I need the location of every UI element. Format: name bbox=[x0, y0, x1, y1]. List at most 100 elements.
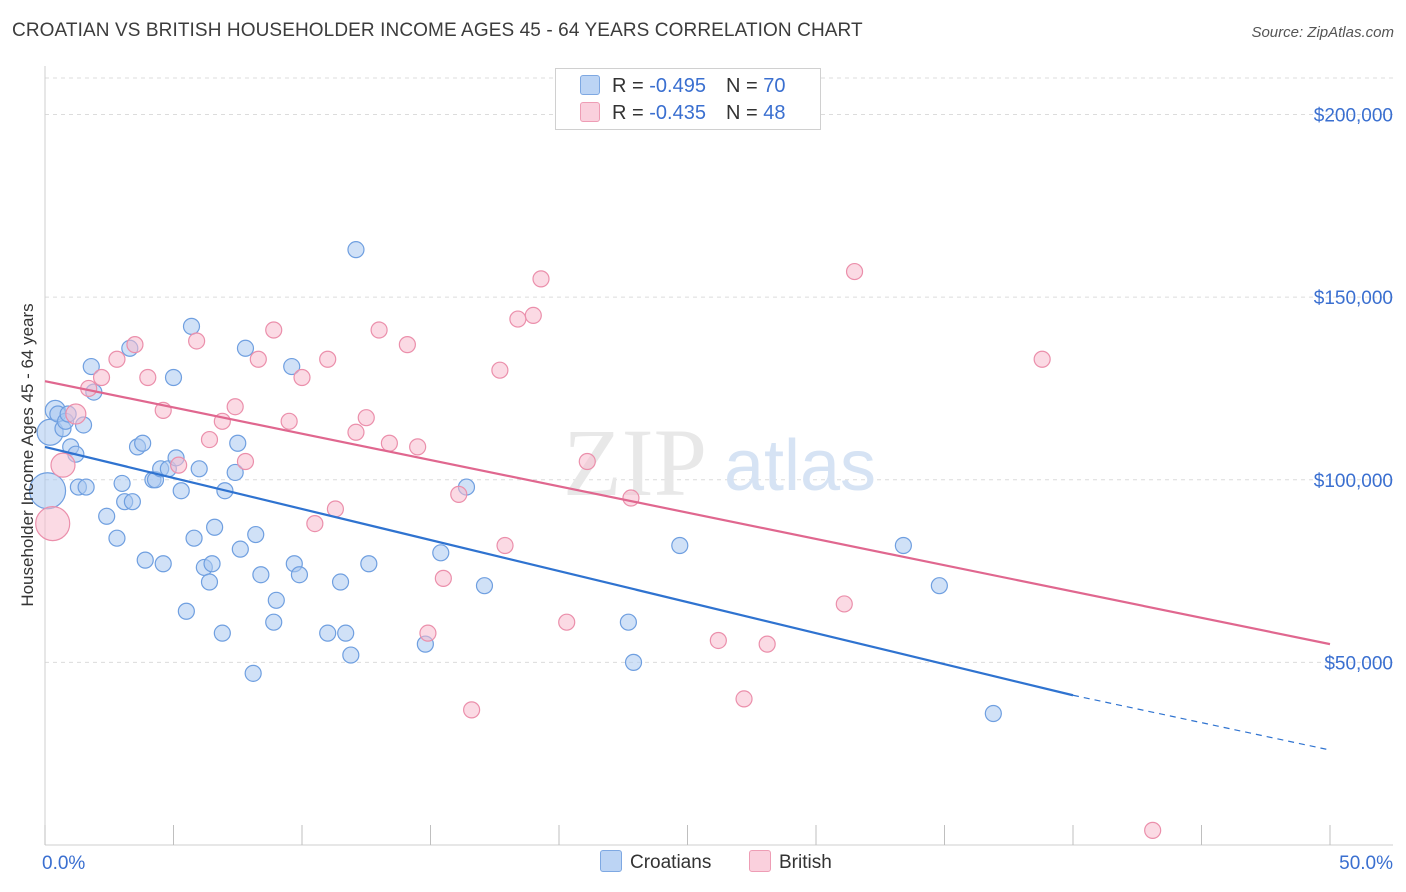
legend-r-label: R = bbox=[612, 102, 650, 124]
croatian-point bbox=[98, 507, 116, 525]
british-swatch bbox=[580, 102, 600, 122]
british-point bbox=[419, 624, 437, 642]
y-axis-title: Householder Income Ages 45 - 64 years bbox=[18, 303, 37, 607]
british-point bbox=[409, 438, 427, 456]
british-swatch bbox=[749, 850, 771, 872]
croatian-point bbox=[331, 573, 350, 591]
croatian-point bbox=[203, 555, 221, 573]
british-point bbox=[347, 423, 365, 441]
croatian-point bbox=[930, 577, 948, 595]
british-point bbox=[509, 310, 527, 328]
british-point bbox=[357, 409, 375, 427]
british-point bbox=[200, 430, 219, 449]
british-point bbox=[170, 456, 188, 474]
british-point bbox=[835, 595, 853, 613]
british-point bbox=[758, 635, 776, 653]
source-label: Source: ZipAtlas.com bbox=[1251, 24, 1394, 41]
british-point bbox=[735, 690, 753, 708]
british-point bbox=[622, 489, 640, 507]
british-point bbox=[380, 434, 398, 452]
british-point bbox=[126, 336, 144, 354]
british-point bbox=[450, 485, 468, 503]
bottom-legend-british: British bbox=[749, 850, 832, 874]
trend-lines bbox=[44, 380, 1331, 751]
british-label: British bbox=[779, 852, 832, 873]
british-point bbox=[463, 701, 481, 719]
croatian-point bbox=[475, 577, 494, 595]
british-point bbox=[249, 350, 267, 368]
british-point bbox=[709, 631, 727, 650]
croatian-point bbox=[206, 518, 224, 536]
croatians-trend-extension bbox=[1072, 694, 1331, 751]
watermark: ZIP atlas bbox=[563, 409, 876, 516]
croatian-point bbox=[113, 474, 131, 493]
croatian-point bbox=[894, 536, 912, 555]
croatian-point bbox=[185, 529, 203, 547]
y-tick-label: $50,000 bbox=[1324, 653, 1393, 674]
british-point bbox=[398, 336, 416, 354]
watermark-atlas: atlas bbox=[724, 426, 876, 506]
grid bbox=[45, 77, 1393, 663]
croatian-point bbox=[342, 646, 360, 664]
croatian-point bbox=[347, 241, 365, 259]
croatian-point bbox=[671, 536, 689, 555]
legend-n-value: 48 bbox=[763, 102, 786, 124]
croatian-point bbox=[82, 357, 100, 376]
croatian-point bbox=[290, 566, 309, 584]
british-point bbox=[35, 505, 71, 542]
y-tick-labels: $50,000 $100,000 $150,000 $200,000 bbox=[1314, 106, 1393, 675]
croatian-point bbox=[226, 463, 244, 482]
british-point bbox=[226, 398, 244, 416]
croatian-point bbox=[190, 460, 208, 478]
british-point bbox=[50, 452, 76, 478]
british-point bbox=[280, 412, 298, 430]
british-point bbox=[265, 321, 283, 339]
croatian-point bbox=[984, 704, 1002, 723]
british-point bbox=[845, 262, 864, 281]
croatian-point bbox=[619, 613, 637, 631]
croatian-point bbox=[77, 478, 95, 496]
croatian-point bbox=[319, 624, 337, 642]
british-point bbox=[434, 569, 452, 587]
british-point bbox=[319, 350, 337, 368]
legend-row-british: R = -0.435 N = 48 bbox=[580, 102, 785, 126]
british-point bbox=[578, 452, 596, 471]
british-point bbox=[293, 368, 311, 387]
british-point bbox=[65, 403, 87, 425]
croatians-trend-line bbox=[44, 445, 1074, 697]
british-point bbox=[188, 332, 206, 350]
legend-n-value: 70 bbox=[763, 75, 786, 97]
british-point bbox=[558, 613, 576, 631]
croatian-point bbox=[200, 573, 219, 591]
chart-title: CROATIAN VS BRITISH HOUSEHOLDER INCOME A… bbox=[12, 20, 863, 41]
croatian-point bbox=[247, 525, 265, 544]
croatian-point bbox=[265, 613, 283, 631]
british-point bbox=[108, 350, 126, 368]
british-point bbox=[92, 368, 111, 387]
british-point bbox=[532, 270, 550, 288]
croatian-point bbox=[177, 602, 195, 620]
croatian-point bbox=[182, 317, 201, 335]
british-point bbox=[139, 368, 157, 387]
croatian-point bbox=[283, 357, 301, 376]
legend-r-value: -0.495 bbox=[649, 75, 706, 97]
british-point bbox=[524, 306, 542, 325]
british-trend-line bbox=[44, 380, 1331, 646]
british-point bbox=[496, 536, 514, 555]
british-point bbox=[1033, 350, 1051, 368]
bottom-legend-croatians: Croatians bbox=[600, 850, 711, 874]
croatian-point bbox=[252, 566, 270, 584]
croatian-point bbox=[134, 434, 152, 452]
croatian-point bbox=[136, 551, 154, 569]
croatians-swatch bbox=[580, 75, 600, 95]
croatian-point bbox=[360, 555, 378, 573]
legend-n-label: N = bbox=[725, 75, 764, 97]
points bbox=[28, 241, 1162, 839]
croatians-swatch bbox=[600, 850, 622, 872]
croatian-point bbox=[624, 653, 643, 671]
croatians-label: Croatians bbox=[630, 852, 712, 873]
legend-n-label: N = bbox=[725, 102, 764, 124]
croatian-point bbox=[267, 591, 285, 609]
x-tick-labels: 0.0% 50.0% bbox=[42, 853, 1393, 874]
